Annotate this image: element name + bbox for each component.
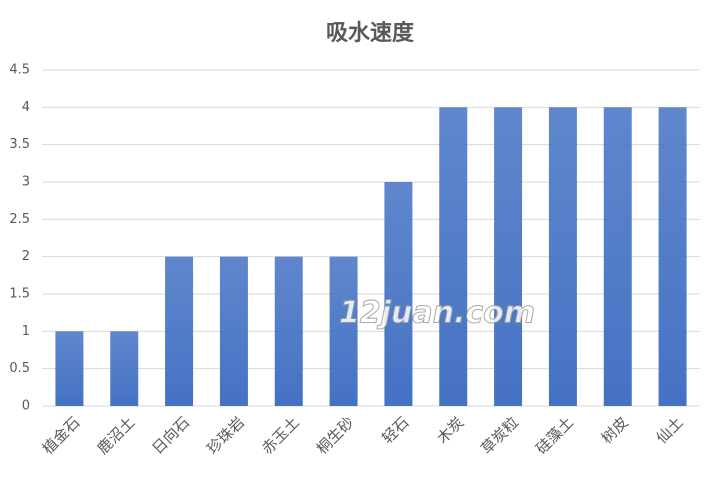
x-tick-label: 仙土 [653,413,687,447]
y-tick-label: 0.5 [9,361,30,376]
chart-title: 吸水速度 [326,20,415,46]
bar [110,331,139,406]
x-tick-label: 赤玉土 [258,413,303,458]
y-tick-label: 3 [22,175,30,190]
bar [55,331,84,406]
y-tick-label: 0 [22,399,30,414]
y-tick-label: 1 [22,324,30,339]
bar [658,107,687,406]
y-tick-label: 2.5 [9,212,30,227]
x-tick-label: 植金石 [39,413,84,458]
x-tick-label: 木炭 [433,413,467,447]
bar [274,256,303,406]
bar [439,107,468,406]
bar [384,182,413,406]
x-tick-label: 树皮 [598,413,632,447]
x-tick-label: 日向石 [149,413,194,458]
bar [329,256,358,406]
x-tick-label: 桐生砂 [313,413,358,458]
x-tick-label: 轻石 [378,413,412,447]
x-tick-label: 草炭粒 [478,413,523,458]
y-tick-label: 3.5 [9,137,30,152]
x-tick-label: 鹿沼土 [94,413,139,458]
bar [494,107,523,406]
watermark: 12juan.com [339,296,535,331]
x-tick-label: 硅藻土 [532,413,577,458]
y-tick-label: 4.5 [9,63,30,78]
bar [548,107,577,406]
x-tick-label: 珍珠岩 [203,413,248,458]
y-tick-label: 4 [22,100,30,115]
y-tick-label: 1.5 [9,287,30,302]
bar [603,107,632,406]
bar [219,256,248,406]
y-tick-label: 2 [22,249,30,264]
bar [165,256,194,406]
